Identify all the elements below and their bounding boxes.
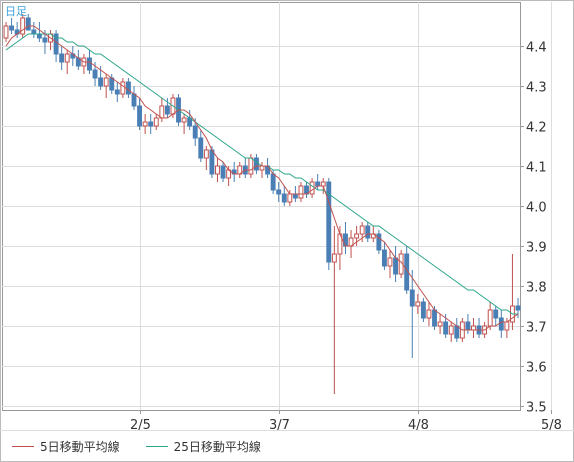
candle-body	[281, 193, 287, 203]
x-tick-label: 3/7	[269, 418, 290, 433]
candle-body	[415, 301, 421, 307]
y-tick-label: 4.0	[526, 201, 547, 216]
candle-body	[109, 77, 115, 91]
candle-body	[137, 105, 143, 127]
candle-body	[120, 81, 126, 95]
y-tick-label: 3.9	[526, 241, 547, 256]
candle-body	[153, 117, 159, 127]
candle-body	[326, 181, 332, 263]
candle-body	[9, 25, 15, 31]
candle-body	[92, 69, 98, 79]
legend-item-ma25: 25日移動平均線	[145, 438, 261, 455]
candle-body	[465, 321, 471, 331]
candle-body	[131, 93, 137, 107]
y-tick-label: 4.2	[526, 121, 547, 136]
candle-body	[387, 257, 393, 267]
candle-body	[498, 317, 504, 331]
candle-body	[53, 33, 59, 55]
candle-body	[209, 149, 215, 175]
candle-body	[315, 181, 321, 187]
legend-swatch-ma5	[12, 445, 34, 447]
candle-body	[3, 25, 9, 39]
candle-body	[270, 173, 276, 191]
candle-body	[493, 309, 499, 319]
candle-body	[148, 121, 154, 127]
period-label: 日足	[5, 5, 27, 18]
legend-label-ma5: 5日移動平均線	[40, 439, 120, 454]
candle-body	[287, 193, 293, 203]
candle-body	[159, 105, 165, 119]
candle-body	[376, 233, 382, 251]
ma5-line	[5, 25, 519, 331]
candle-body	[87, 57, 92, 71]
x-tick-label: 2/5	[130, 418, 151, 433]
candle-body	[471, 325, 476, 331]
candle-body	[432, 309, 437, 327]
candle-body	[181, 117, 187, 123]
candle-body	[203, 149, 209, 159]
candle-body	[365, 225, 371, 239]
candle-body	[215, 165, 220, 175]
candle-body	[220, 165, 226, 179]
candle-body	[409, 289, 415, 307]
candle-body	[98, 77, 104, 87]
y-tick-label: 3.8	[526, 281, 547, 296]
candle-body	[504, 321, 510, 331]
candle-body	[125, 81, 131, 95]
y-tick-label: 4.4	[526, 41, 547, 56]
y-tick-label: 3.5	[526, 401, 547, 416]
y-tick-label: 3.6	[526, 361, 547, 376]
x-tick-label: 5/8	[541, 418, 562, 433]
legend-swatch-ma25	[145, 445, 168, 447]
candle-body	[320, 181, 326, 187]
y-tick-label: 4.3	[526, 81, 547, 96]
candle-body	[331, 253, 337, 263]
candle-body	[114, 89, 120, 95]
candle-body	[354, 233, 360, 239]
legend: 5日移動平均線 25日移動平均線	[12, 437, 287, 455]
candle-body	[381, 249, 387, 267]
candle-body	[393, 257, 399, 275]
candle-body	[259, 165, 265, 171]
candle-body	[103, 77, 109, 87]
candle-body	[253, 157, 259, 171]
candle-body	[454, 325, 460, 339]
candle-body	[515, 305, 521, 311]
candle-body	[276, 189, 282, 195]
candle-body	[42, 37, 48, 43]
legend-item-ma5: 5日移動平均線	[12, 438, 120, 455]
candle-body	[59, 53, 65, 63]
y-tick-label: 3.7	[526, 321, 547, 336]
candle-body	[142, 121, 148, 127]
candle-body	[309, 181, 315, 195]
candle-body	[292, 193, 298, 199]
candle-body	[443, 321, 449, 335]
candle-body	[487, 309, 493, 327]
candle-body	[20, 17, 26, 35]
candle-body	[359, 225, 365, 235]
candle-body	[437, 321, 443, 327]
candle-body	[36, 33, 42, 39]
x-tick-label: 4/8	[408, 418, 429, 433]
candle-body	[198, 137, 204, 159]
y-tick-label: 4.1	[526, 161, 547, 176]
candle-body	[192, 125, 198, 139]
candle-body	[31, 29, 37, 35]
candle-body	[64, 53, 70, 63]
candle-body	[164, 105, 170, 115]
candle-body	[426, 309, 432, 319]
candle-body	[298, 185, 304, 199]
legend-label-ma25: 25日移動平均線	[173, 439, 261, 454]
candle-body	[420, 301, 426, 319]
candle-body	[25, 17, 31, 31]
candle-body	[448, 325, 454, 335]
candle-body	[248, 157, 254, 175]
